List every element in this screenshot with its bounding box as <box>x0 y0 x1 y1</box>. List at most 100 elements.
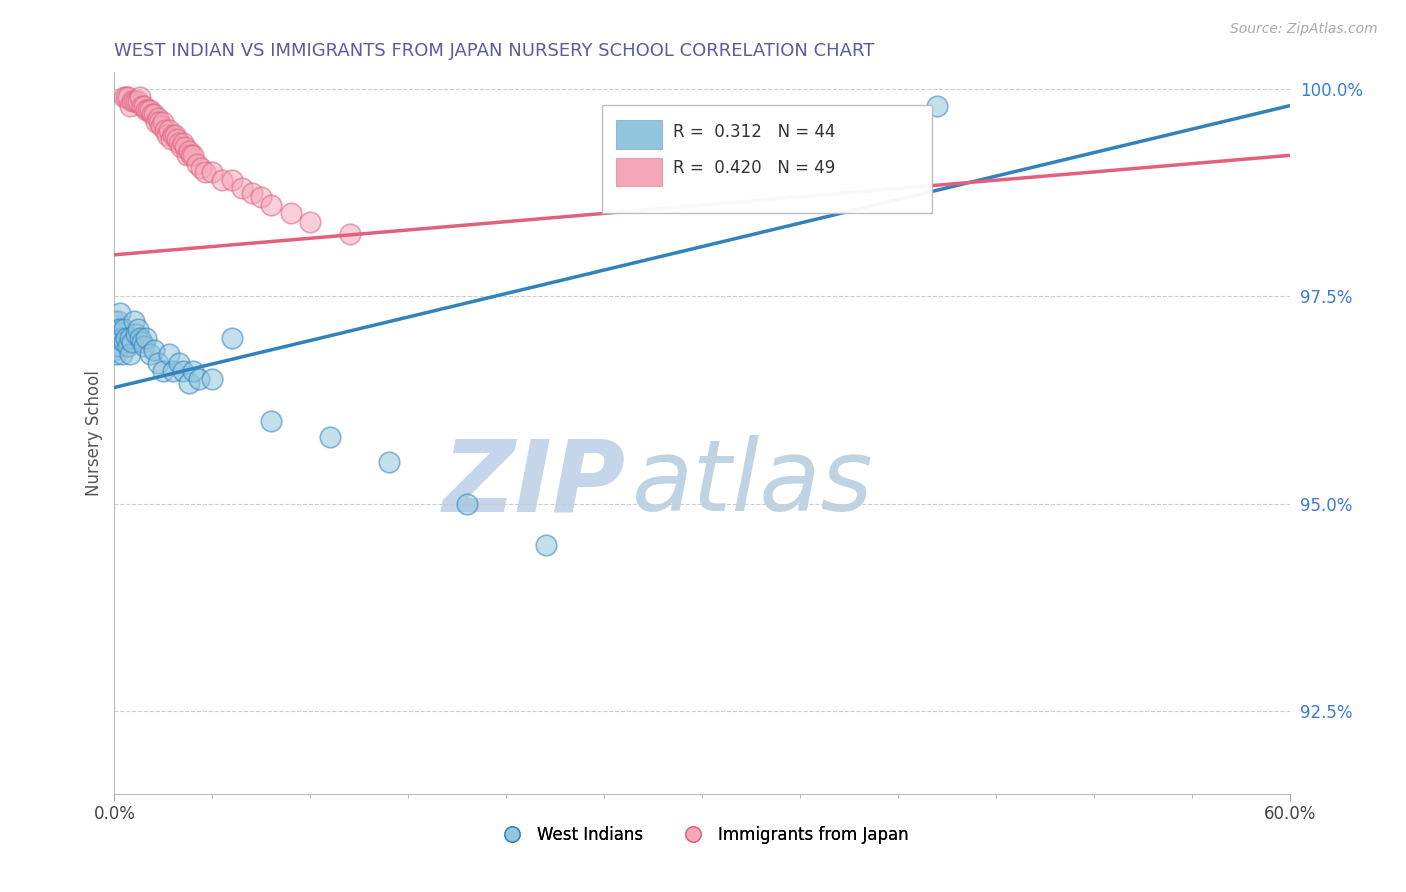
Point <box>927 98 949 112</box>
Point <box>260 198 283 212</box>
Point <box>120 98 142 112</box>
Point <box>280 206 302 220</box>
FancyBboxPatch shape <box>602 105 932 213</box>
Point <box>141 107 163 121</box>
Point <box>156 128 179 142</box>
Point <box>122 314 145 328</box>
Point <box>181 364 204 378</box>
Point <box>157 347 180 361</box>
Point <box>534 538 557 552</box>
Point <box>211 173 233 187</box>
Point <box>131 334 153 349</box>
Point <box>177 144 200 158</box>
Point <box>201 165 224 179</box>
Point <box>146 111 169 125</box>
Point <box>127 322 149 336</box>
Point <box>157 123 180 137</box>
Point <box>231 181 253 195</box>
Point <box>145 115 167 129</box>
Point <box>160 132 183 146</box>
Point <box>148 115 170 129</box>
Point <box>128 90 150 104</box>
Point <box>128 331 150 345</box>
Text: atlas: atlas <box>631 435 873 532</box>
Point <box>142 107 165 121</box>
Text: Source: ZipAtlas.com: Source: ZipAtlas.com <box>1230 22 1378 37</box>
Point <box>165 128 187 142</box>
Point <box>186 156 208 170</box>
Point <box>111 347 134 361</box>
Text: WEST INDIAN VS IMMIGRANTS FROM JAPAN NURSERY SCHOOL CORRELATION CHART: WEST INDIAN VS IMMIGRANTS FROM JAPAN NUR… <box>114 42 875 60</box>
Point <box>138 347 160 361</box>
Point <box>105 347 128 361</box>
Point <box>142 343 165 358</box>
Point <box>190 161 212 175</box>
Point <box>135 331 157 345</box>
Point <box>112 334 135 349</box>
Point <box>162 128 184 142</box>
Point <box>105 331 128 345</box>
Point <box>122 95 145 109</box>
Point <box>193 165 215 179</box>
Point <box>120 331 142 345</box>
Text: R =  0.420   N = 49: R = 0.420 N = 49 <box>673 159 835 177</box>
Text: R =  0.312   N = 44: R = 0.312 N = 44 <box>673 123 835 141</box>
Point <box>176 148 198 162</box>
Legend: West Indians, Immigrants from Japan: West Indians, Immigrants from Japan <box>489 819 915 850</box>
Point <box>103 314 125 328</box>
Point <box>187 372 209 386</box>
Point <box>167 136 190 150</box>
FancyBboxPatch shape <box>616 120 662 149</box>
Point <box>339 227 361 241</box>
Point <box>107 339 129 353</box>
Point <box>136 103 159 117</box>
Point <box>146 355 169 369</box>
Point <box>221 173 243 187</box>
Point <box>180 148 202 162</box>
Point <box>135 103 157 117</box>
Point <box>170 140 193 154</box>
Point <box>377 455 399 469</box>
FancyBboxPatch shape <box>616 158 662 186</box>
Point <box>111 331 134 345</box>
Point <box>117 90 139 104</box>
Point <box>167 355 190 369</box>
Y-axis label: Nursery School: Nursery School <box>86 370 103 496</box>
Text: ZIP: ZIP <box>443 435 626 532</box>
Point <box>132 98 155 112</box>
Point <box>110 306 132 320</box>
Point <box>131 98 153 112</box>
Point <box>125 95 148 109</box>
Point <box>150 120 173 134</box>
Point <box>120 347 142 361</box>
Point <box>166 132 188 146</box>
Point <box>181 148 204 162</box>
Point <box>132 339 155 353</box>
Point <box>172 364 194 378</box>
Point <box>121 334 143 349</box>
Point <box>456 496 478 510</box>
Point <box>107 314 129 328</box>
Point <box>162 364 184 378</box>
Point <box>221 331 243 345</box>
Point <box>103 343 125 358</box>
Point <box>115 90 138 104</box>
Point <box>110 322 132 336</box>
Point <box>155 123 177 137</box>
Point <box>201 372 224 386</box>
Point <box>138 103 160 117</box>
Point <box>260 414 283 428</box>
Point <box>112 322 135 336</box>
Point <box>319 430 342 444</box>
Point <box>174 140 197 154</box>
Point <box>152 364 174 378</box>
Point <box>107 322 129 336</box>
Point <box>172 136 194 150</box>
Point <box>250 190 273 204</box>
Point <box>115 331 138 345</box>
Point <box>117 339 139 353</box>
Point <box>152 115 174 129</box>
Point <box>299 214 322 228</box>
Point <box>125 326 148 341</box>
Point <box>177 376 200 391</box>
